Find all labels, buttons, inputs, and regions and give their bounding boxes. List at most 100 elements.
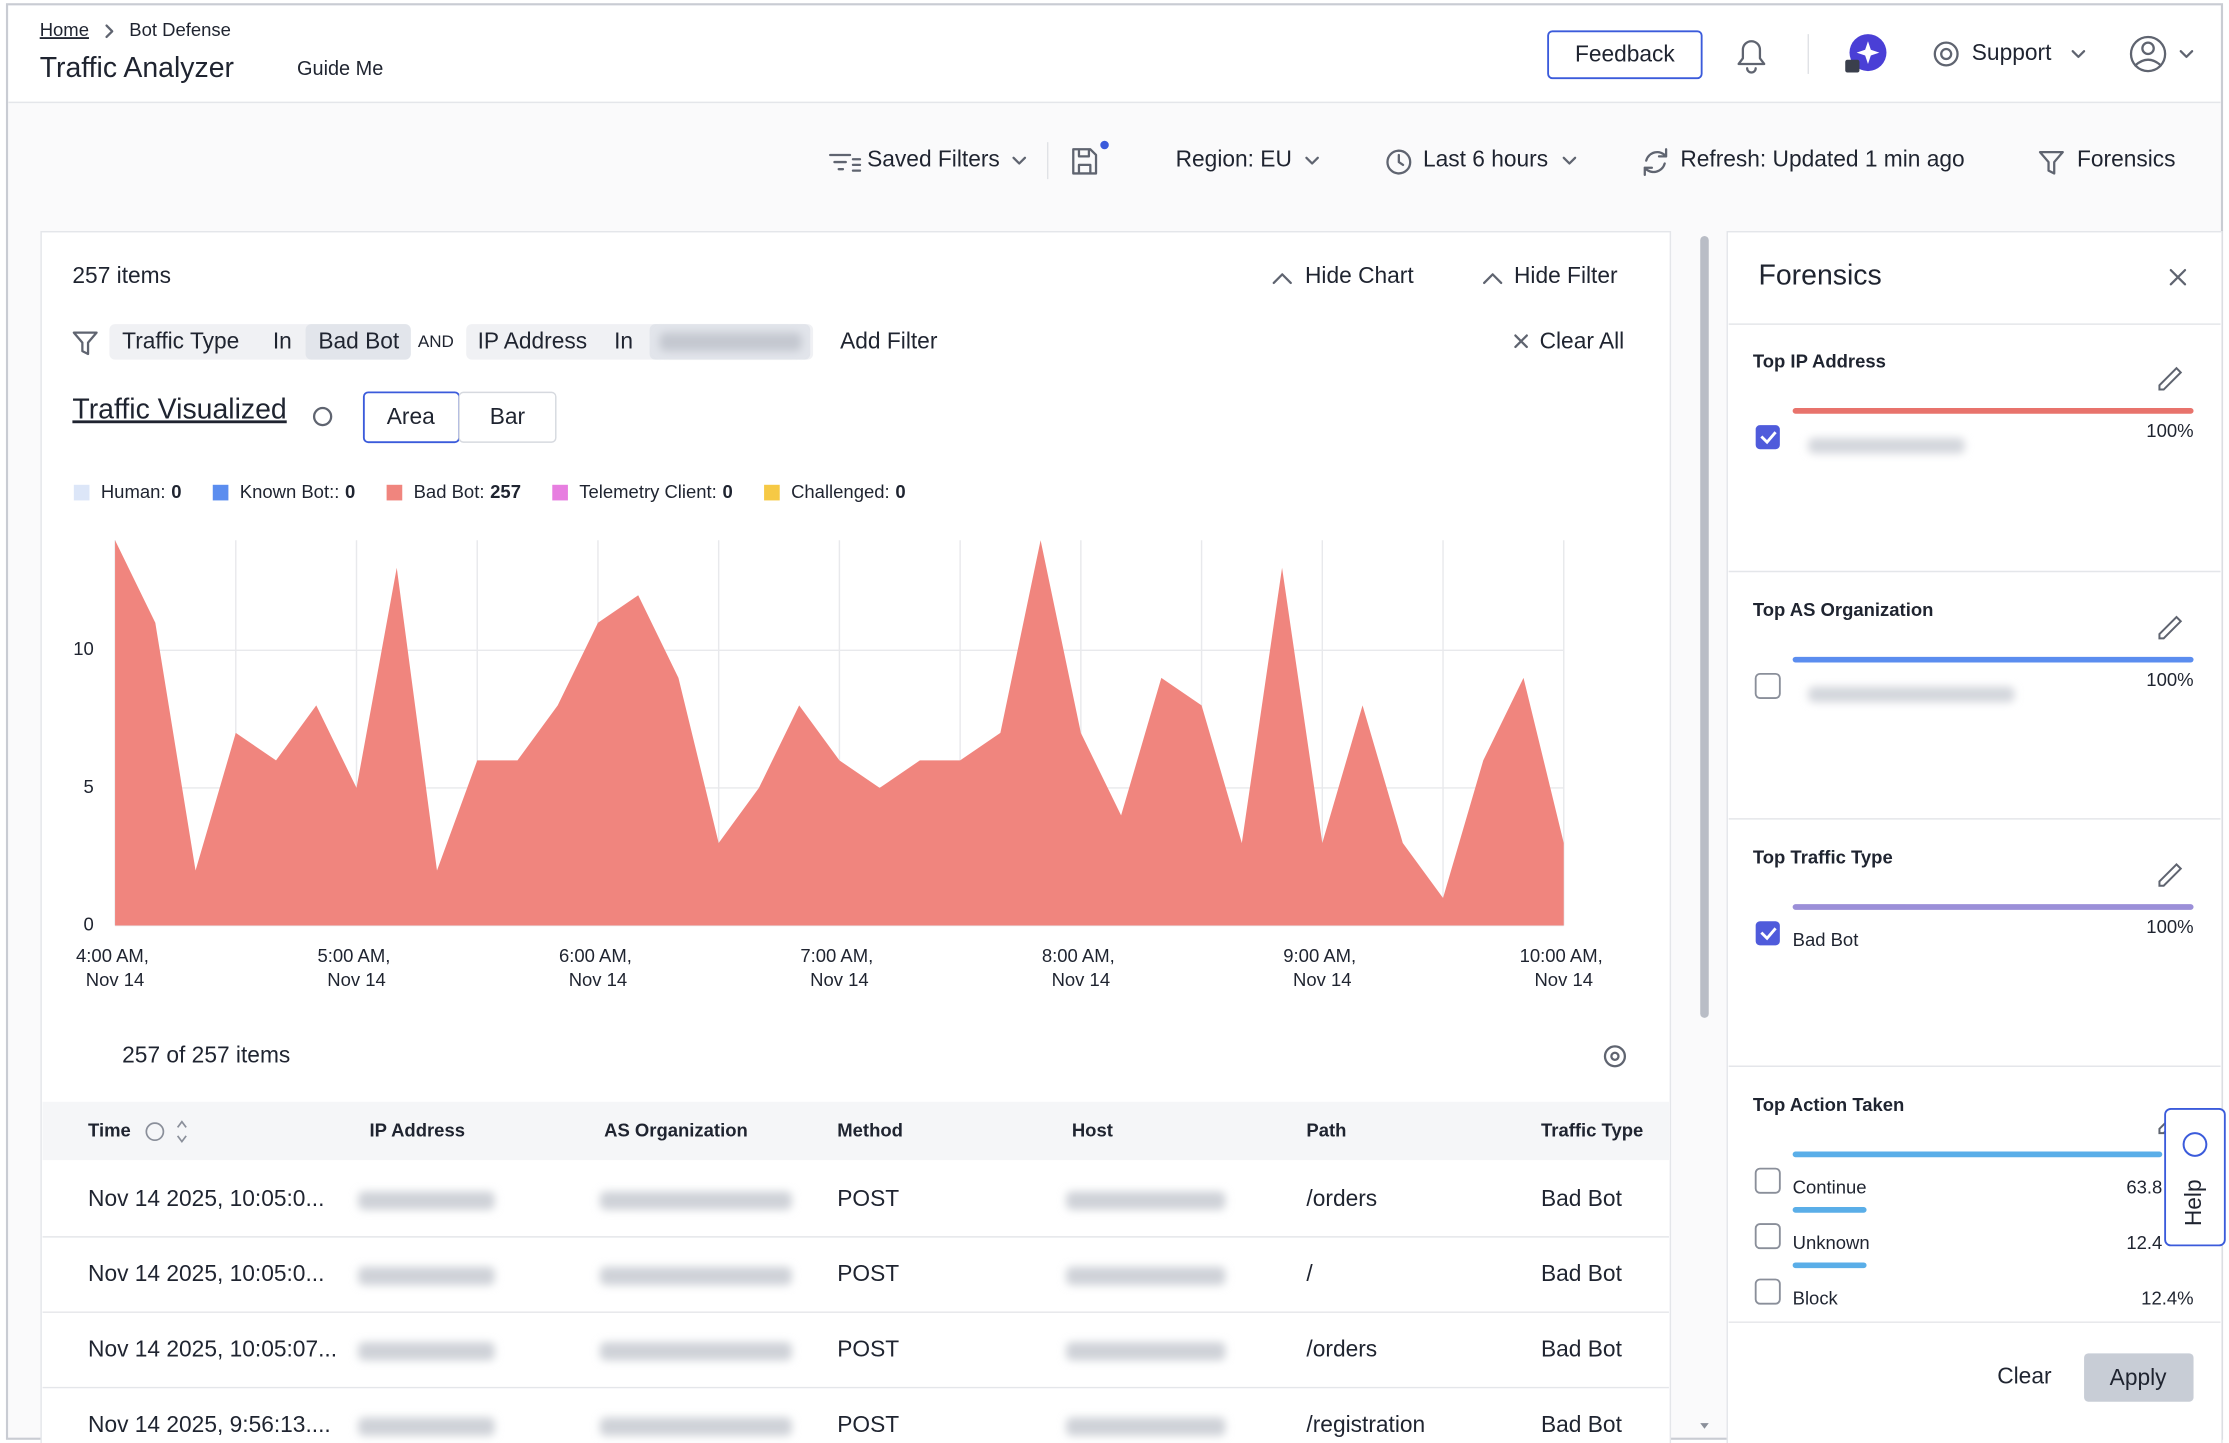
column-header[interactable]: Host <box>1072 1120 1113 1141</box>
close-forensics[interactable] <box>2169 268 2187 286</box>
checkbox-checked[interactable] <box>1755 425 1780 450</box>
scroll-down-arrow[interactable] <box>1700 1423 1709 1429</box>
bar-track <box>1792 1207 1867 1213</box>
saved-filters-label: Saved Filters <box>867 146 1000 172</box>
scrollbar-thumb[interactable] <box>1700 235 1709 1018</box>
cell-time[interactable]: Nov 14 2025, 10:05:0... <box>88 1260 324 1286</box>
x-tick-label: 5:00 AM, Nov 14 <box>317 945 395 990</box>
clear-all-button[interactable]: Clear All <box>1514 328 1624 354</box>
chart-section-title: Traffic Visualized <box>72 393 286 425</box>
clock-icon <box>1386 149 1412 175</box>
filter-chip-traffic-type[interactable]: Traffic Type In Bad Bot <box>109 324 411 360</box>
column-header[interactable]: Method <box>837 1120 903 1141</box>
column-header[interactable]: AS Organization <box>604 1120 748 1141</box>
time-range-chevron <box>1562 156 1577 165</box>
forensics-toggle[interactable]: Forensics <box>2038 146 2176 175</box>
bar-track <box>1792 656 2194 663</box>
forensics-toggle-label: Forensics <box>2077 146 2176 172</box>
help-tab[interactable]: Help <box>2164 1107 2226 1247</box>
notifications-icon[interactable] <box>1737 40 1766 74</box>
column-header[interactable]: Time <box>88 1120 131 1141</box>
table-count: 257 of 257 items <box>122 1041 290 1067</box>
checkbox[interactable] <box>1754 1278 1781 1305</box>
save-indicator <box>1100 140 1109 150</box>
help-frame <box>2164 1107 2226 1247</box>
saved-filters-menu[interactable]: Saved Filters <box>829 146 1027 172</box>
legend-count: 257 <box>490 481 521 502</box>
ai-assistant-icon[interactable] <box>1845 34 1887 73</box>
column-header[interactable]: IP Address <box>370 1120 465 1141</box>
bar-track <box>1792 1151 2163 1158</box>
cell-time[interactable]: Nov 14 2025, 10:05:07... <box>88 1336 337 1362</box>
saved-filters-chevron <box>1012 156 1027 165</box>
legend-count: 0 <box>345 481 355 502</box>
x-tick-label: 4:00 AM, Nov 14 <box>76 945 154 990</box>
breadcrumb-home[interactable]: Home <box>40 19 89 40</box>
legend-label: Telemetry Client: <box>579 481 717 502</box>
legend-label: Challenged: <box>791 481 890 502</box>
bar-track <box>1792 904 2194 910</box>
redacted-label <box>1808 686 2015 703</box>
forensics-panel <box>1726 231 2223 1443</box>
legend-swatch <box>386 484 403 501</box>
bar-track <box>1792 408 2194 414</box>
chip-field: Traffic Type <box>122 328 239 354</box>
hide-filter-button[interactable]: Hide Filter <box>1482 262 1618 288</box>
checkbox[interactable] <box>1754 1223 1781 1250</box>
item-label: Continue <box>1793 1176 1867 1197</box>
column-header[interactable]: Path <box>1306 1120 1346 1141</box>
checkbox-tick <box>1760 927 1777 941</box>
time-range-menu[interactable]: Last 6 hours <box>1386 146 1577 175</box>
time-range-label: Last 6 hours <box>1423 146 1548 172</box>
item-percent: 63.8 <box>2126 1176 2162 1197</box>
redacted-cell <box>1066 1191 1226 1210</box>
feedback-button[interactable]: Feedback <box>1547 30 1703 80</box>
refresh-icon <box>1643 148 1668 177</box>
refresh-button[interactable]: Refresh: Updated 1 min ago <box>1643 146 1965 177</box>
user-menu[interactable] <box>2129 35 2194 73</box>
guide-me-link[interactable]: Guide Me <box>297 58 383 80</box>
legend-count: 0 <box>723 481 733 502</box>
edit-icon[interactable] <box>2158 366 2183 391</box>
cell-time[interactable]: Nov 14 2025, 10:05:0... <box>88 1185 324 1211</box>
table-settings[interactable] <box>1603 1045 1627 1068</box>
edit-icon[interactable] <box>2158 862 2183 887</box>
chart-type-area[interactable]: Area <box>362 391 461 444</box>
edit-icon[interactable] <box>2158 615 2183 640</box>
filter-chip-ip-address[interactable]: IP Address In <box>466 324 814 360</box>
add-filter-link[interactable]: Add Filter <box>840 328 938 354</box>
y-tick-label: 0 <box>83 913 93 934</box>
forensics-apply[interactable]: Apply <box>2084 1353 2194 1402</box>
hide-chart-button[interactable]: Hide Chart <box>1272 262 1415 288</box>
apply-frame <box>2084 1353 2194 1402</box>
save-filter-button[interactable] <box>1072 140 1109 175</box>
cell-traffic-type: Bad Bot <box>1541 1336 1623 1362</box>
cell-method: POST <box>837 1411 899 1437</box>
legend-label: Human: <box>101 481 166 502</box>
gear-center <box>1610 1051 1620 1061</box>
region-menu[interactable]: Region: EU <box>1176 146 1319 172</box>
events-table: Time IP Address AS Organization Method Host P… <box>42 1120 1669 1437</box>
legend-swatch <box>552 484 568 501</box>
sort-icon[interactable] <box>176 1120 187 1144</box>
refresh-label: Refresh: Updated 1 min ago <box>1680 146 1964 172</box>
item-count: 257 items <box>72 262 171 288</box>
info-icon[interactable] <box>312 406 333 427</box>
column-header[interactable]: Traffic Type <box>1541 1120 1643 1141</box>
chart-type-bar[interactable]: Bar <box>458 391 557 443</box>
item-percent: 100% <box>2146 420 2193 441</box>
checkbox[interactable] <box>1754 1167 1781 1194</box>
region-chevron <box>1305 156 1319 165</box>
chip-field: IP Address <box>478 328 588 354</box>
cell-method: POST <box>837 1336 899 1362</box>
redacted-cell <box>358 1417 495 1436</box>
hide-filter-label: Hide Filter <box>1514 262 1618 288</box>
checkbox-checked[interactable] <box>1755 921 1780 946</box>
forensics-clear[interactable]: Clear <box>1997 1363 2052 1389</box>
hide-chart-chevron <box>1272 273 1292 285</box>
support-menu[interactable]: Support <box>1933 39 2086 67</box>
cell-time[interactable]: Nov 14 2025, 9:56:13.... <box>88 1411 331 1437</box>
checkbox[interactable] <box>1754 672 1781 699</box>
redacted-cell <box>1066 1417 1226 1436</box>
legend-swatch <box>73 484 90 501</box>
